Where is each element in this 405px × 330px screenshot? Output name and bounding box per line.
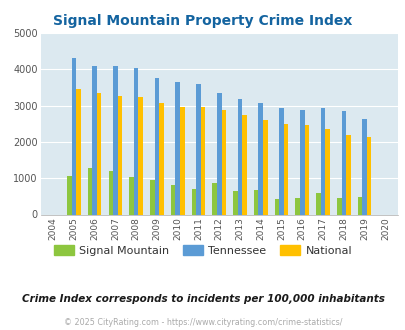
- Bar: [97, 93, 101, 214]
- Text: © 2025 CityRating.com - https://www.cityrating.com/crime-statistics/: © 2025 CityRating.com - https://www.city…: [64, 318, 341, 327]
- Bar: [253, 190, 258, 214]
- Bar: [242, 115, 246, 214]
- Bar: [237, 99, 242, 214]
- Bar: [295, 198, 299, 214]
- Bar: [283, 124, 288, 214]
- Bar: [366, 137, 371, 214]
- Bar: [171, 185, 175, 214]
- Bar: [71, 58, 76, 214]
- Bar: [304, 125, 309, 214]
- Legend: Signal Mountain, Tennessee, National: Signal Mountain, Tennessee, National: [49, 241, 356, 260]
- Bar: [92, 66, 97, 214]
- Bar: [200, 108, 205, 214]
- Bar: [320, 108, 324, 214]
- Bar: [175, 82, 179, 214]
- Bar: [138, 97, 143, 214]
- Bar: [179, 107, 184, 214]
- Text: Signal Mountain Property Crime Index: Signal Mountain Property Crime Index: [53, 15, 352, 28]
- Bar: [191, 189, 196, 214]
- Bar: [67, 176, 71, 214]
- Bar: [117, 96, 122, 214]
- Bar: [362, 119, 366, 214]
- Bar: [279, 108, 283, 214]
- Bar: [216, 92, 221, 214]
- Bar: [324, 129, 329, 214]
- Bar: [134, 68, 138, 214]
- Bar: [129, 177, 134, 215]
- Bar: [274, 199, 279, 214]
- Bar: [336, 198, 341, 214]
- Bar: [150, 181, 154, 214]
- Bar: [76, 89, 81, 214]
- Bar: [108, 171, 113, 214]
- Bar: [154, 78, 159, 214]
- Bar: [345, 135, 350, 214]
- Bar: [159, 103, 163, 214]
- Text: Crime Index corresponds to incidents per 100,000 inhabitants: Crime Index corresponds to incidents per…: [21, 294, 384, 304]
- Bar: [232, 191, 237, 214]
- Bar: [315, 193, 320, 215]
- Bar: [299, 110, 304, 214]
- Bar: [357, 197, 362, 214]
- Bar: [341, 112, 345, 214]
- Bar: [113, 66, 117, 214]
- Bar: [262, 120, 267, 214]
- Bar: [221, 110, 226, 214]
- Bar: [196, 84, 200, 214]
- Bar: [258, 103, 262, 214]
- Bar: [212, 182, 216, 214]
- Bar: [87, 168, 92, 214]
